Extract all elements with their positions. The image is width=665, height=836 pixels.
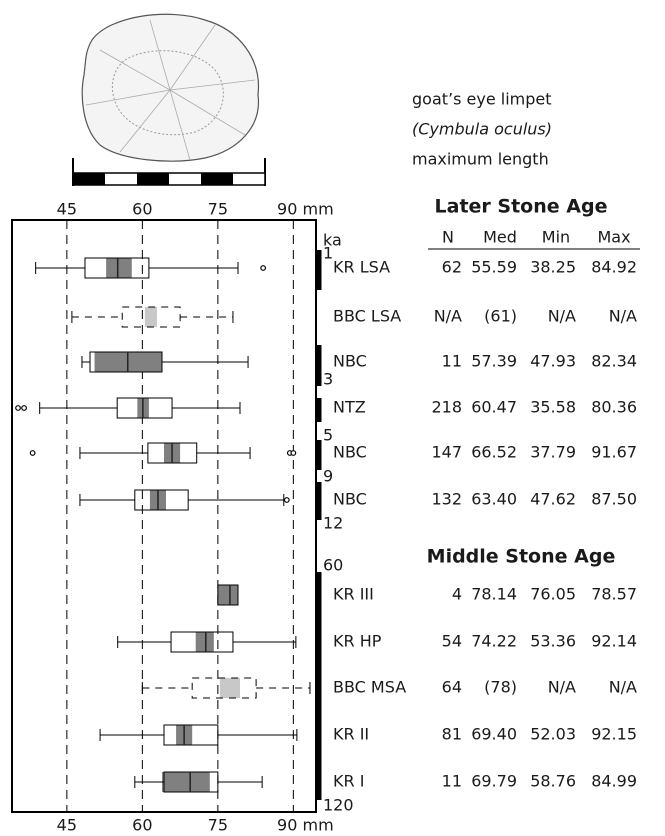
column-header: Min <box>542 228 570 247</box>
table-cell: N/A <box>609 678 637 697</box>
table-cell: N/A <box>434 307 462 326</box>
table-cell: 132 <box>431 490 462 509</box>
table-cell: 87.50 <box>591 490 637 509</box>
time-label: 3 <box>323 370 333 389</box>
column-header: Med <box>483 228 517 247</box>
outlier <box>261 266 266 271</box>
table-cell: N/A <box>609 307 637 326</box>
time-label: 1 <box>323 244 333 263</box>
table-cell: 57.39 <box>471 352 517 371</box>
table-cell: 60.47 <box>471 398 517 417</box>
table-cell: 74.22 <box>471 632 517 651</box>
table-cell: 76.05 <box>530 585 576 604</box>
outlier <box>285 498 290 503</box>
table-cell: 38.25 <box>530 258 576 277</box>
row-label: KR I <box>333 772 364 791</box>
scale-bar <box>73 158 265 186</box>
table-cell: 58.76 <box>530 772 576 791</box>
table-cell: 54 <box>442 632 462 651</box>
table-cell: 66.52 <box>471 443 517 462</box>
species-name: goat’s eye limpet <box>412 90 552 109</box>
table-cell: 63.40 <box>471 490 517 509</box>
table-cell: 64 <box>442 678 462 697</box>
x-tick-label: 60 <box>132 200 152 219</box>
table-cell: 147 <box>431 443 462 462</box>
time-label: 5 <box>323 426 333 445</box>
measure: maximum length <box>412 150 549 169</box>
table-cell: 92.15 <box>591 725 637 744</box>
row-label: NTZ <box>333 398 366 417</box>
table-cell: 82.34 <box>591 352 637 371</box>
row-label: KR HP <box>333 632 382 651</box>
column-header: N <box>442 228 454 247</box>
outlier <box>30 451 35 456</box>
section-header: Later Stone Age <box>435 196 608 218</box>
row-label: NBC <box>333 352 367 371</box>
row-label: NBC <box>333 443 367 462</box>
shell-illustration <box>82 14 258 161</box>
x-tick-label: 90 mm <box>277 816 334 835</box>
time-label: 9 <box>323 467 333 486</box>
table-cell: 80.36 <box>591 398 637 417</box>
table-cell: 55.59 <box>471 258 517 277</box>
row-label: BBC LSA <box>333 307 401 326</box>
table-cell: 4 <box>452 585 462 604</box>
table-cell: 84.99 <box>591 772 637 791</box>
table-cell: 37.79 <box>530 443 576 462</box>
table-cell: 84.92 <box>591 258 637 277</box>
species-latin: (Cymbula oculus) <box>412 120 552 139</box>
median-interval <box>145 307 157 327</box>
x-tick-label: 75 <box>208 816 228 835</box>
median-interval <box>218 585 238 605</box>
table-cell: 53.36 <box>530 632 576 651</box>
table-cell: 62 <box>442 258 462 277</box>
median-interval <box>162 772 210 792</box>
figure: goat’s eye limpet (Cymbula oculus) maxim… <box>0 0 665 836</box>
row-label: NBC <box>333 490 367 509</box>
table-cell: 47.62 <box>530 490 576 509</box>
table-cell: 78.57 <box>591 585 637 604</box>
x-tick-label: 45 <box>57 816 77 835</box>
row-label: BBC MSA <box>333 678 406 697</box>
section-header: Middle Stone Age <box>427 546 616 568</box>
table-cell: 91.67 <box>591 443 637 462</box>
median-interval <box>196 632 214 652</box>
table-cell: (61) <box>484 307 517 326</box>
table-cell: 11 <box>442 772 462 791</box>
table-cell: 92.14 <box>591 632 637 651</box>
median-interval <box>220 678 240 698</box>
table-cell: 35.58 <box>530 398 576 417</box>
outlier <box>16 406 21 411</box>
column-header: Max <box>597 228 630 247</box>
table-cell: 47.93 <box>530 352 576 371</box>
table-cell: N/A <box>548 307 576 326</box>
row-label: KR III <box>333 585 374 604</box>
time-label: 120 <box>323 796 354 815</box>
table-cell: 81 <box>442 725 462 744</box>
row-label: KR II <box>333 725 369 744</box>
outlier <box>291 451 296 456</box>
x-tick-label: 45 <box>57 200 77 219</box>
table-cell: 78.14 <box>471 585 517 604</box>
table-cell: 11 <box>442 352 462 371</box>
median-interval <box>106 258 132 278</box>
plot-frame <box>12 220 316 812</box>
table-cell: (78) <box>484 678 517 697</box>
table-cell: N/A <box>548 678 576 697</box>
table-cell: 69.40 <box>471 725 517 744</box>
outlier <box>22 406 27 411</box>
table-cell: 218 <box>431 398 462 417</box>
x-tick-label: 90 mm <box>277 200 334 219</box>
table-cell: 69.79 <box>471 772 517 791</box>
row-label: KR LSA <box>333 258 390 277</box>
time-label: 12 <box>323 514 343 533</box>
time-label: 60 <box>323 556 343 575</box>
table-cell: 52.03 <box>530 725 576 744</box>
x-tick-label: 60 <box>132 816 152 835</box>
x-tick-label: 75 <box>208 200 228 219</box>
